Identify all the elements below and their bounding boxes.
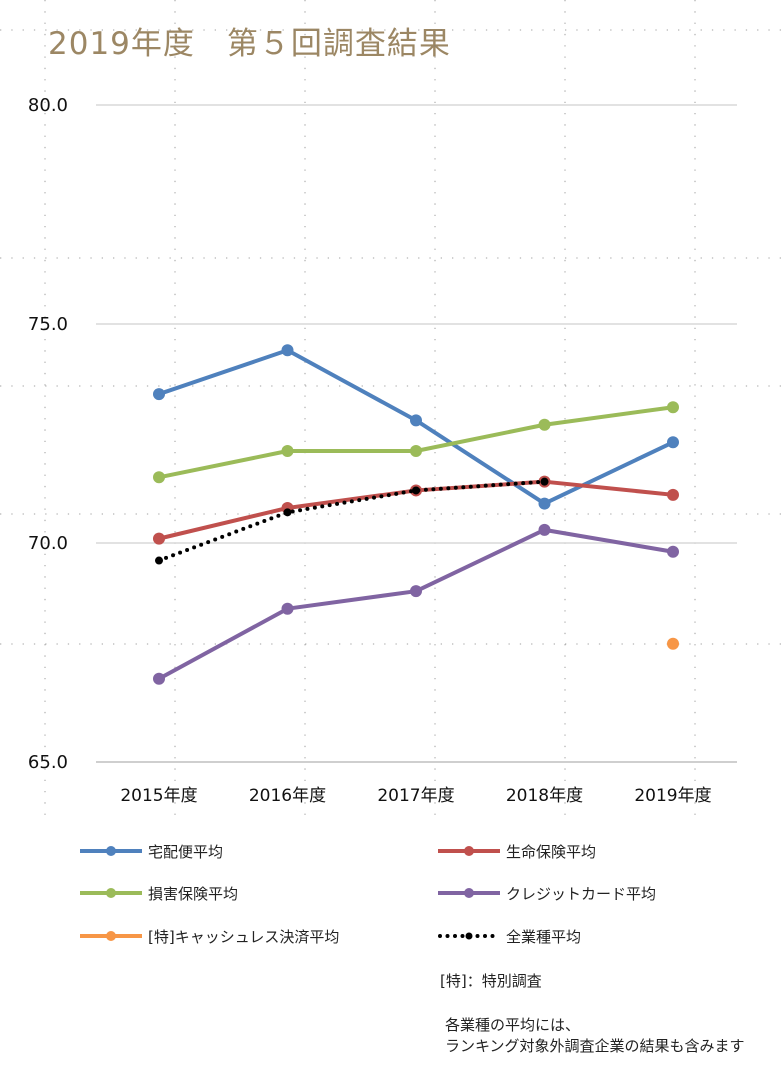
data-point bbox=[538, 418, 551, 431]
gridlines bbox=[96, 104, 737, 763]
legend-item-songai-hoken: 損害保険平均 bbox=[80, 883, 238, 903]
y-tick-label: 65.0 bbox=[28, 752, 68, 773]
legend-label: クレジットカード平均 bbox=[506, 884, 657, 903]
legend-marker-cashless bbox=[80, 931, 142, 941]
data-point bbox=[281, 602, 294, 615]
x-tick-label: 2018年度 bbox=[506, 786, 583, 806]
chart-title: 2019年度 第５回調査結果 bbox=[48, 26, 451, 62]
x-axis-ticks: 2015年度 2016年度 2017年度 2018年度 2019年度 bbox=[120, 786, 711, 806]
data-point bbox=[410, 585, 422, 598]
data-point bbox=[538, 523, 551, 536]
legend-marker-takuhaibin bbox=[80, 846, 142, 856]
data-point bbox=[410, 414, 422, 427]
data-point bbox=[540, 477, 549, 486]
legend-marker-all-industries bbox=[438, 932, 500, 940]
legend-label: 全業種平均 bbox=[506, 927, 582, 946]
series-3 bbox=[153, 523, 679, 685]
data-point bbox=[283, 508, 292, 517]
series-4 bbox=[667, 637, 679, 650]
series-lines bbox=[153, 344, 679, 685]
legend-item-credit-card: クレジットカード平均 bbox=[438, 883, 656, 903]
y-tick-label: 80.0 bbox=[28, 95, 68, 116]
x-tick-label: 2019年度 bbox=[634, 786, 711, 806]
x-tick-label: 2016年度 bbox=[249, 786, 326, 806]
y-tick-label: 75.0 bbox=[28, 314, 68, 335]
series-line bbox=[158, 527, 674, 681]
y-axis-ticks: 80.0 75.0 70.0 65.0 bbox=[28, 95, 68, 773]
x-tick-label: 2017年度 bbox=[377, 786, 454, 806]
series-1 bbox=[153, 475, 679, 545]
special-survey-note: [特]：特別調査 bbox=[440, 972, 542, 990]
data-point bbox=[667, 637, 679, 650]
data-point bbox=[538, 497, 551, 510]
average-note-line2: ランキング対象外調査企業の結果も含みます bbox=[445, 1037, 745, 1055]
data-point bbox=[153, 471, 165, 484]
data-point bbox=[667, 401, 679, 414]
legend-label: 生命保険平均 bbox=[506, 842, 597, 861]
line-chart: 80.0 75.0 70.0 65.0 2015年度 2016年度 2017年度 2018年… bbox=[0, 0, 783, 820]
series-2 bbox=[153, 401, 679, 484]
average-note-line1: 各業種の平均には、 bbox=[445, 1016, 581, 1034]
legend-item-seimei-hoken: 生命保険平均 bbox=[438, 841, 596, 861]
legend-label: 宅配便平均 bbox=[148, 842, 224, 861]
legend-item-cashless: [特]キャッシュレス決済平均 bbox=[80, 926, 339, 946]
series-line bbox=[157, 479, 547, 563]
x-tick-label: 2015年度 bbox=[120, 786, 197, 806]
legend-label: [特]キャッシュレス決済平均 bbox=[148, 927, 340, 946]
data-point bbox=[153, 532, 165, 545]
legend-marker-credit-card bbox=[438, 888, 500, 898]
data-point bbox=[153, 388, 165, 401]
background-dot-grid bbox=[0, 0, 783, 820]
legend-item-all-industries: 全業種平均 bbox=[438, 926, 581, 946]
data-point bbox=[281, 344, 294, 357]
data-point bbox=[153, 672, 165, 685]
series-5 bbox=[155, 477, 549, 565]
y-tick-label: 70.0 bbox=[28, 533, 68, 554]
legend-label: 損害保険平均 bbox=[148, 884, 239, 903]
legend-marker-seimei-hoken bbox=[438, 846, 500, 856]
data-point bbox=[667, 545, 679, 558]
legend-item-takuhaibin: 宅配便平均 bbox=[80, 841, 223, 861]
data-point bbox=[281, 445, 294, 458]
data-point bbox=[412, 486, 420, 495]
data-point bbox=[667, 488, 679, 501]
series-line bbox=[158, 348, 674, 506]
data-point bbox=[667, 436, 679, 449]
series-0 bbox=[153, 344, 679, 510]
data-point bbox=[410, 445, 422, 458]
data-point bbox=[155, 556, 163, 565]
legend-marker-songai-hoken bbox=[80, 888, 142, 898]
